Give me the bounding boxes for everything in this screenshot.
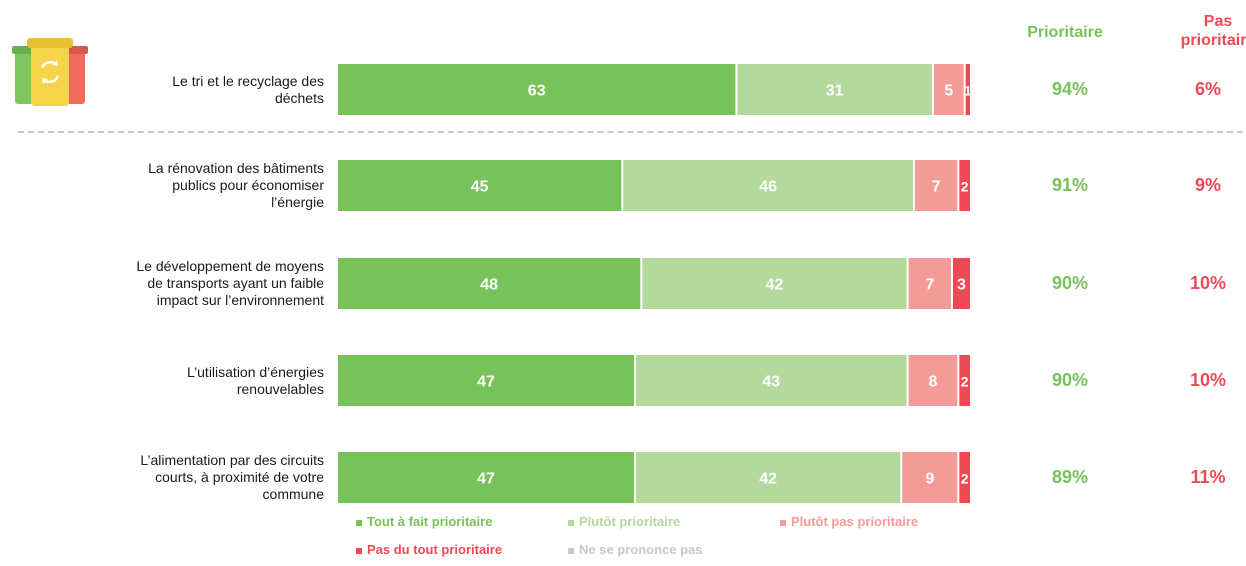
category-label: Le tri et le recyclage des déchets <box>172 72 324 106</box>
bar-segment <box>952 258 970 309</box>
data-label: 7 <box>925 277 934 294</box>
pas-prioritaire-value: 6% <box>1194 78 1221 99</box>
data-label: 2 <box>961 471 969 487</box>
bar-segment <box>959 160 970 211</box>
bar-segment <box>908 258 951 309</box>
legend-swatch <box>356 519 362 526</box>
legend-label: Tout à fait prioritaire <box>367 514 493 529</box>
bar-segment <box>933 64 964 115</box>
pas-prioritaire-value: 10% <box>1189 369 1227 390</box>
legend-label: Pas du tout prioritaire <box>367 542 503 557</box>
data-label: 42 <box>766 277 784 294</box>
legend-swatch <box>356 547 362 554</box>
divider <box>18 131 1243 133</box>
category-label: Le développement de moyens de transports … <box>136 258 324 308</box>
data-label: 63 <box>528 83 546 100</box>
bar-segment <box>959 452 970 503</box>
data-label: 43 <box>762 374 780 391</box>
bar-segment <box>914 160 958 211</box>
prioritaire-value: 90% <box>1051 272 1089 293</box>
bar-segment <box>338 64 736 115</box>
bar-segment <box>635 355 907 406</box>
bar-segment <box>902 452 958 503</box>
bar-segment <box>338 160 622 211</box>
header-pas-prioritaire: Pas prioritaire <box>1180 13 1246 49</box>
legend-label: Plutôt pas prioritaire <box>791 514 919 529</box>
legend-item: Ne se prononce pas <box>568 542 703 557</box>
legend-swatch <box>780 519 786 526</box>
data-label: 45 <box>471 179 489 196</box>
data-label: 46 <box>759 179 777 196</box>
category-label: L’alimentation par des circuits courts, à… <box>140 452 324 502</box>
data-label: 2 <box>961 374 969 390</box>
bar-segment <box>965 64 970 115</box>
data-label: 7 <box>932 179 941 196</box>
data-label: 48 <box>480 277 498 294</box>
prioritaire-value: 89% <box>1051 466 1089 487</box>
data-label: 2 <box>961 179 969 195</box>
legend-swatch <box>568 519 574 526</box>
legend-item: Plutôt pas prioritaire <box>780 514 918 529</box>
data-label: 1 <box>964 83 972 99</box>
bar-segment <box>959 355 970 406</box>
data-label: 3 <box>957 277 966 294</box>
prioritaire-value: 90% <box>1051 369 1089 390</box>
legend-label: Plutôt prioritaire <box>579 514 681 529</box>
data-label: 5 <box>944 83 953 100</box>
category-label: L’utilisation d’énergies renouvelables <box>187 363 324 397</box>
data-label: 42 <box>759 471 777 488</box>
pas-prioritaire-value: 11% <box>1190 466 1226 487</box>
bar-segment <box>908 355 958 406</box>
legend-swatch <box>568 547 574 554</box>
recycling-bins-icon <box>12 36 88 108</box>
bar-segment <box>338 258 641 309</box>
category-label: La rénovation des bâtiments publics pour … <box>148 160 324 210</box>
bar-segment <box>635 452 901 503</box>
legend-item: Plutôt prioritaire <box>568 514 680 529</box>
data-label: 47 <box>477 374 495 391</box>
header-prioritaire: Prioritaire <box>1027 24 1103 41</box>
prioritaire-value: 91% <box>1051 174 1089 195</box>
data-label: 9 <box>925 471 934 488</box>
legend-item: Pas du tout prioritaire <box>356 542 502 557</box>
pas-prioritaire-value: 9% <box>1194 174 1221 195</box>
bar-segment <box>737 64 932 115</box>
data-label: 31 <box>826 83 844 100</box>
bar-segment <box>338 355 634 406</box>
pas-prioritaire-value: 10% <box>1189 272 1227 293</box>
legend-label: Ne se prononce pas <box>579 542 703 557</box>
legend-item: Tout à fait prioritaire <box>356 514 492 529</box>
bar-segment <box>642 258 907 309</box>
data-label: 47 <box>477 471 495 488</box>
bar-segment <box>338 452 634 503</box>
data-label: 8 <box>929 374 938 391</box>
prioritaire-value: 94% <box>1051 78 1089 99</box>
bar-segment <box>623 160 913 211</box>
